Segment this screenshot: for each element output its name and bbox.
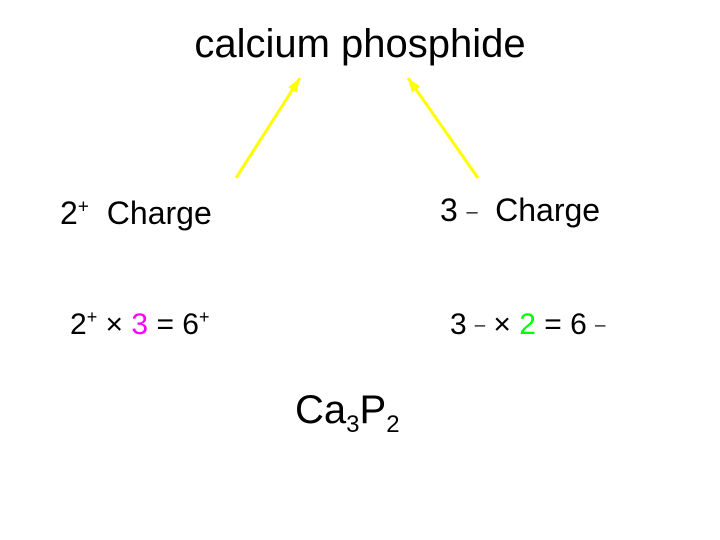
right-calc: 3 _ × 2 = 6 _: [450, 308, 605, 342]
left-calc-eq: = 6: [156, 308, 199, 341]
left-calc-mult: 3: [131, 308, 148, 341]
left-calc: 2+ × 3 = 6+: [70, 308, 210, 342]
formula-part1: Ca: [295, 388, 346, 432]
left-charge-sup: +: [78, 196, 89, 217]
right-calc-sup1: _: [475, 307, 485, 327]
chemical-formula: Ca3P2: [295, 388, 400, 433]
arrows-svg: [0, 0, 720, 540]
right-calc-mult: 2: [519, 308, 536, 341]
left-charge-label: Charge: [107, 195, 212, 231]
right-charge-label: Charge: [495, 192, 600, 228]
left-charge-num: 2: [60, 195, 78, 231]
right-charge: 3 _ Charge: [440, 192, 600, 229]
left-calc-sup1: +: [87, 307, 98, 327]
right-calc-sup2: _: [595, 307, 605, 327]
left-charge: 2+ Charge: [60, 195, 212, 232]
formula-sub2: 2: [386, 411, 399, 438]
arrow-left: [236, 78, 300, 178]
right-charge-num: 3: [440, 192, 458, 228]
left-calc-num: 2: [70, 308, 87, 341]
formula-part2: P: [360, 388, 387, 432]
right-charge-sup: _: [467, 193, 478, 214]
right-calc-num: 3: [450, 308, 467, 341]
diagram-stage: calcium phosphide 2+ Charge 3 _ Charge 2…: [0, 0, 720, 540]
left-calc-times: ×: [106, 308, 124, 341]
right-calc-eq: = 6: [544, 308, 587, 341]
arrow-right: [408, 78, 478, 178]
formula-sub1: 3: [346, 411, 359, 438]
left-calc-sup2: +: [199, 307, 210, 327]
right-calc-times: ×: [493, 308, 511, 341]
